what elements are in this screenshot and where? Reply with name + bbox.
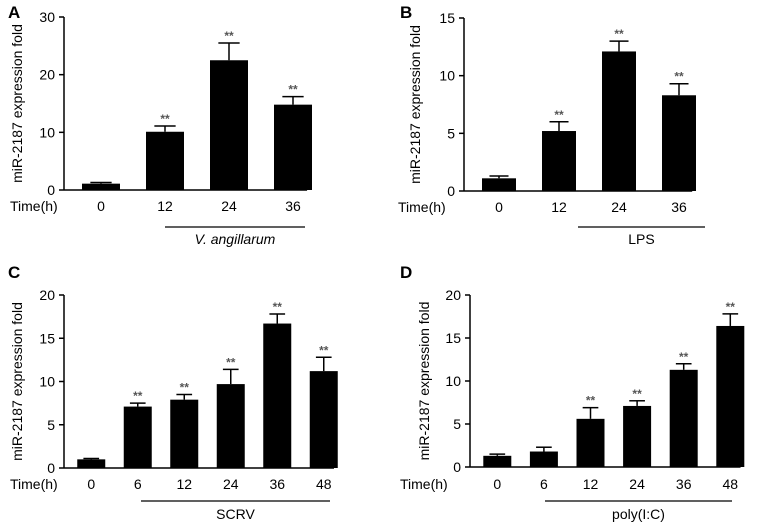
treatment-label: poly(I:C) <box>612 506 665 522</box>
bar <box>82 183 120 190</box>
y-tick-label: 0 <box>453 459 461 475</box>
x-tick-label: 36 <box>285 198 301 214</box>
bar <box>576 418 605 467</box>
panel-letter: D <box>400 263 412 282</box>
bar <box>529 451 558 467</box>
bar <box>669 369 698 467</box>
y-axis-label: miR-2187 expression fold <box>416 302 432 461</box>
bar <box>123 406 152 468</box>
significance-marker: ** <box>319 343 329 357</box>
y-tick-label: 5 <box>47 417 55 433</box>
y-tick-label: 30 <box>39 9 55 25</box>
significance-marker: ** <box>614 27 624 41</box>
significance-marker: ** <box>726 300 736 314</box>
time-axis-label: Time(h) <box>10 476 58 492</box>
bar <box>274 104 312 190</box>
bar <box>216 384 245 468</box>
bar <box>482 178 516 191</box>
y-tick-label: 10 <box>39 374 55 390</box>
time-axis-label: Time(h) <box>400 476 448 492</box>
bar <box>77 459 106 468</box>
y-tick-label: 10 <box>439 68 455 84</box>
panel-letter: A <box>8 3 20 22</box>
y-tick-label: 20 <box>39 67 55 83</box>
bar <box>602 51 636 191</box>
significance-marker: ** <box>273 300 283 314</box>
x-tick-label: 6 <box>540 476 548 492</box>
bar <box>263 323 292 468</box>
y-tick-label: 0 <box>447 183 455 199</box>
bar <box>309 371 338 468</box>
y-axis-label: miR-2187 expression fold <box>407 25 423 184</box>
panel-letter: C <box>8 263 20 282</box>
x-tick-label: 24 <box>611 199 627 215</box>
significance-marker: ** <box>554 108 564 122</box>
time-axis-label: Time(h) <box>10 198 58 214</box>
significance-marker: ** <box>586 394 596 408</box>
x-tick-label: 0 <box>87 476 95 492</box>
x-tick-label: 48 <box>723 476 739 492</box>
x-tick-label: 24 <box>223 476 239 492</box>
x-tick-label: 0 <box>495 199 503 215</box>
y-tick-label: 10 <box>39 124 55 140</box>
treatment-label: SCRV <box>216 506 255 522</box>
x-tick-label: 24 <box>629 476 645 492</box>
x-tick-label: 12 <box>176 476 192 492</box>
x-tick-label: 0 <box>97 198 105 214</box>
x-tick-label: 24 <box>221 198 237 214</box>
significance-marker: ** <box>160 112 170 126</box>
bar <box>170 399 199 468</box>
bar <box>542 131 576 191</box>
x-tick-label: 0 <box>493 476 501 492</box>
significance-marker: ** <box>133 389 143 403</box>
y-axis-label: miR-2187 expression fold <box>9 24 25 183</box>
x-tick-label: 36 <box>671 199 687 215</box>
x-tick-label: 6 <box>134 476 142 492</box>
bar <box>623 405 652 467</box>
significance-marker: ** <box>288 83 298 97</box>
significance-marker: ** <box>632 387 642 401</box>
bar <box>210 60 248 190</box>
y-tick-label: 20 <box>39 287 55 303</box>
x-tick-label: 48 <box>316 476 332 492</box>
y-tick-label: 0 <box>47 182 55 198</box>
y-tick-label: 15 <box>39 330 55 346</box>
significance-marker: ** <box>226 355 236 369</box>
x-tick-label: 12 <box>157 198 173 214</box>
y-tick-label: 0 <box>47 460 55 476</box>
y-tick-label: 15 <box>439 10 455 26</box>
y-axis-label: miR-2187 expression fold <box>9 302 25 461</box>
bar <box>146 131 184 190</box>
bar <box>662 95 696 191</box>
significance-marker: ** <box>224 29 234 43</box>
bar <box>716 325 745 467</box>
x-tick-label: 36 <box>269 476 285 492</box>
significance-marker: ** <box>674 70 684 84</box>
treatment-label: V. angillarum <box>195 231 276 247</box>
bar <box>483 455 512 467</box>
treatment-label: LPS <box>628 231 654 247</box>
y-tick-label: 5 <box>453 416 461 432</box>
significance-marker: ** <box>679 350 689 364</box>
y-tick-label: 20 <box>445 287 461 303</box>
y-tick-label: 15 <box>445 330 461 346</box>
x-tick-label: 12 <box>551 199 567 215</box>
y-tick-label: 5 <box>447 125 455 141</box>
x-tick-label: 12 <box>583 476 599 492</box>
significance-marker: ** <box>180 380 190 394</box>
panel-letter: B <box>400 3 412 22</box>
time-axis-label: Time(h) <box>398 199 446 215</box>
y-tick-label: 10 <box>445 373 461 389</box>
x-tick-label: 36 <box>676 476 692 492</box>
